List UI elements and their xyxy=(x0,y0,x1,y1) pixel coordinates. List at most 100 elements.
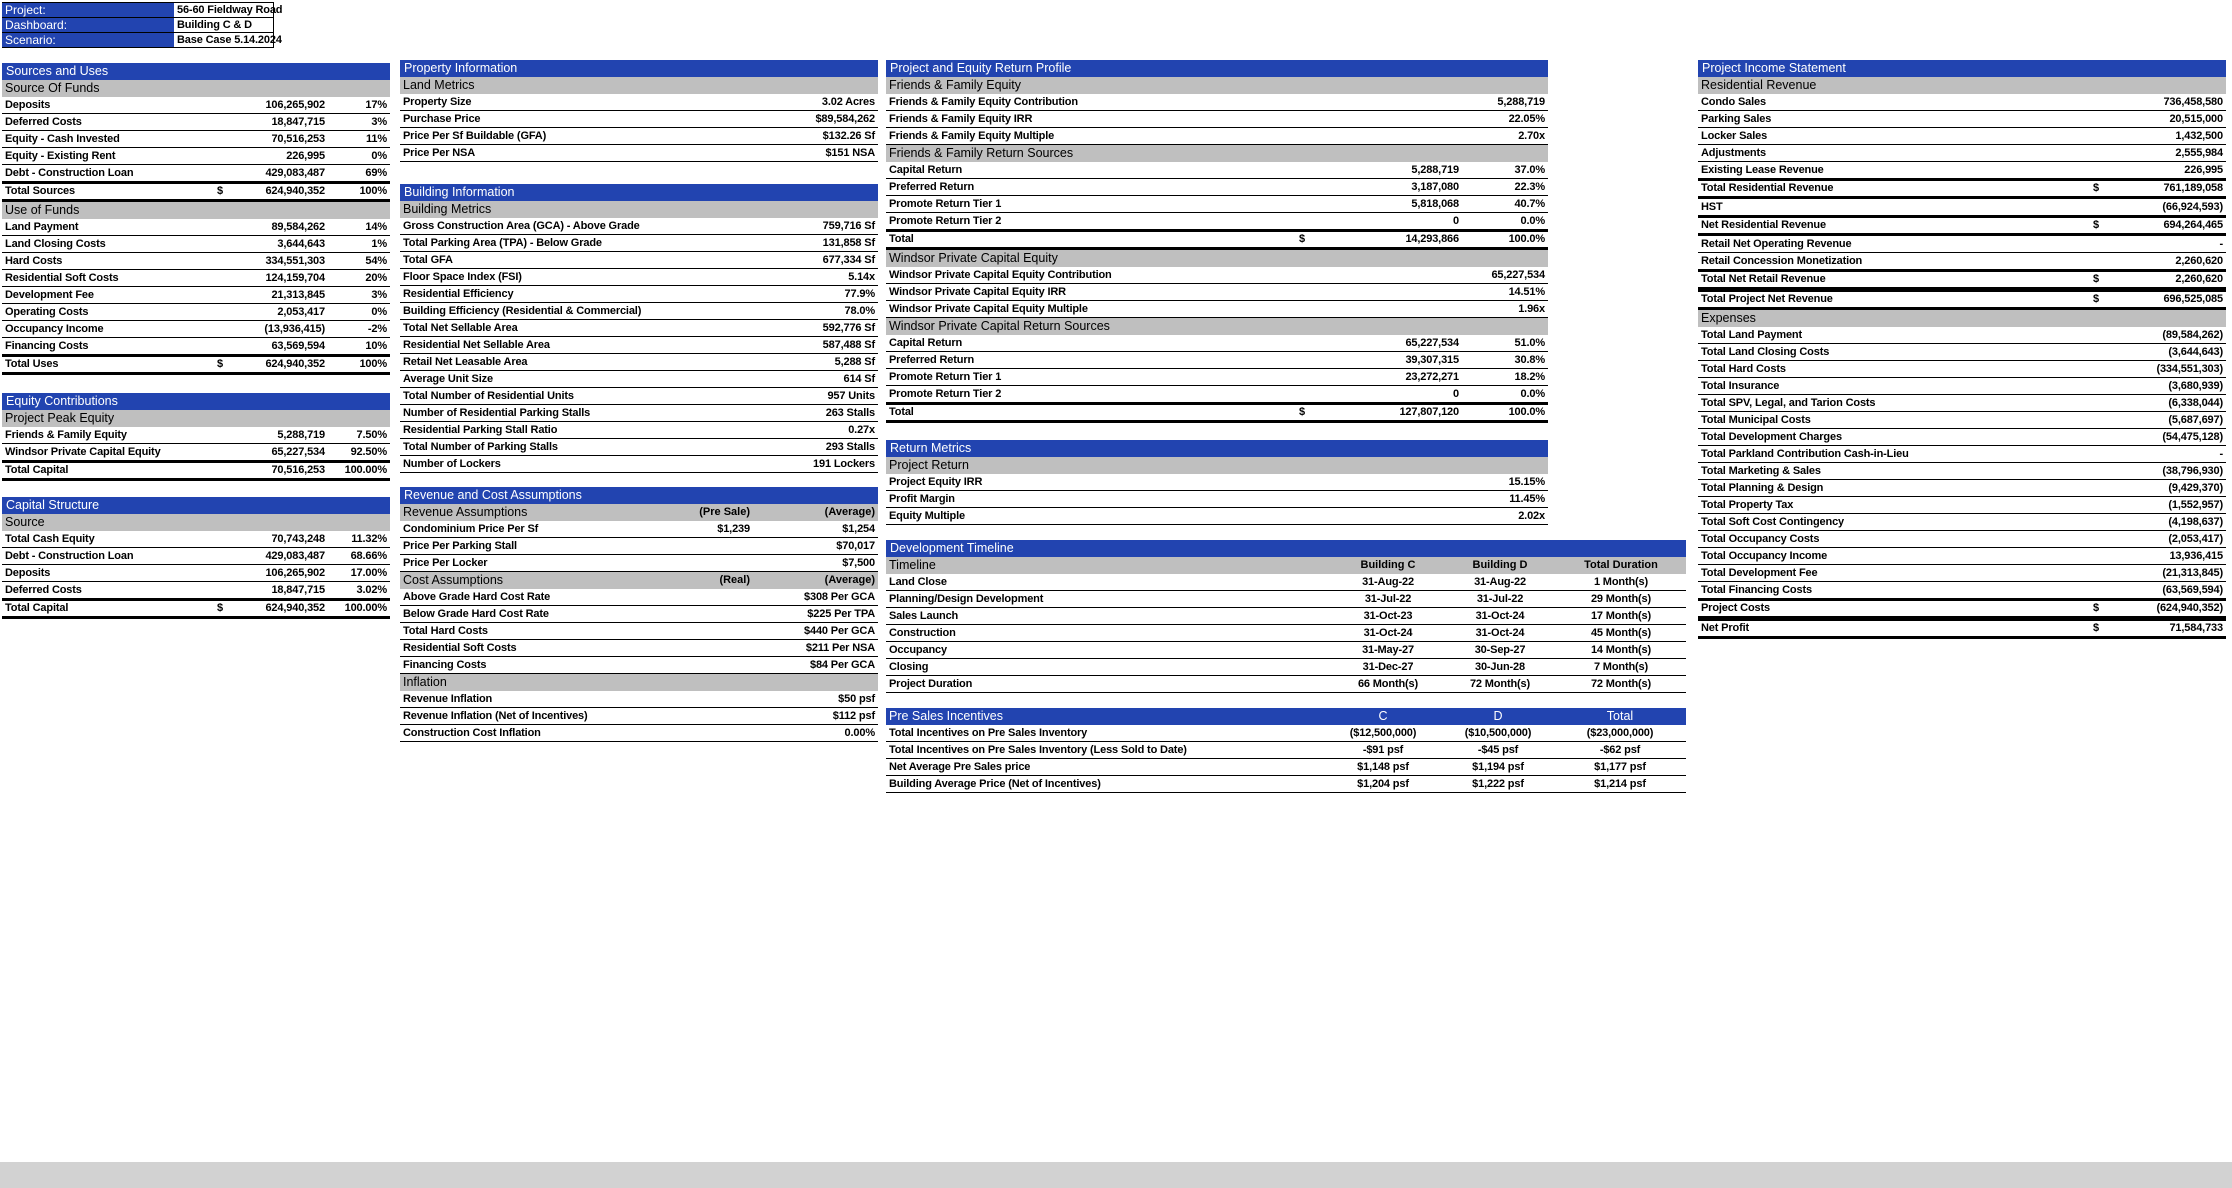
row-value: (9,429,370) xyxy=(2168,482,2223,494)
row-value xyxy=(2090,497,2114,513)
row-label: Land Closing Costs xyxy=(5,238,106,250)
row-value xyxy=(214,427,232,443)
row-label: Occupancy xyxy=(889,644,947,656)
row-label: Total Capital xyxy=(5,602,69,614)
row-label: Occupancy Income xyxy=(5,323,104,335)
table-row: Use of Funds xyxy=(2,202,390,219)
row-value xyxy=(1322,318,1462,335)
row-value: 31-Oct-23 xyxy=(1363,610,1413,622)
row-value xyxy=(1296,352,1322,368)
column-left: Project: 56-60 Fieldway Road Dashboard: Bui… xyxy=(2,2,390,619)
row-value: $84 Per GCA xyxy=(810,659,875,671)
table-row: Total GFA 677,334 Sf xyxy=(400,252,878,269)
column-returns: Project and Equity Return Profile Friends… xyxy=(886,0,1686,793)
row-value: (2,053,417) xyxy=(2168,533,2223,545)
row-value xyxy=(2090,565,2114,581)
row-value xyxy=(648,606,753,622)
row-value: 677,334 Sf xyxy=(822,254,875,266)
row-value: 18.2% xyxy=(1514,371,1546,383)
row-value xyxy=(2090,145,2114,161)
section-title: Property Information xyxy=(404,61,518,75)
table-row: Total Land Closing Costs (3,644,643) xyxy=(1698,344,2226,361)
row-label: Sales Launch xyxy=(889,610,959,622)
table-row: Deposits 106,265,902 17% xyxy=(2,97,390,114)
row-label: Total Parkland Contribution Cash-in-Lieu xyxy=(1701,448,1909,460)
row-value: 5,288,719 xyxy=(1411,164,1459,176)
row-label: Financing Costs xyxy=(403,659,487,671)
row-value xyxy=(214,80,232,97)
table-row: Revenue Inflation (Net of Incentives) $11… xyxy=(400,708,878,725)
row-label: Total Net Retail Revenue xyxy=(1701,273,1826,285)
row-value: 2,053,417 xyxy=(277,306,325,318)
row-value xyxy=(214,165,232,181)
row-value: 30-Jun-28 xyxy=(1474,661,1525,673)
row-value: 11% xyxy=(366,133,387,145)
row-value: (624,940,352) xyxy=(2156,602,2223,614)
table-row: Total Municipal Costs (5,687,697) xyxy=(1698,412,2226,429)
row-value xyxy=(2114,77,2226,94)
row-value xyxy=(1322,267,1462,283)
row-value xyxy=(648,708,753,724)
row-value xyxy=(2090,429,2114,445)
row-value: $ xyxy=(217,358,223,370)
row-value: 100% xyxy=(359,185,387,197)
row-value: 31-Oct-24 xyxy=(1363,627,1413,639)
row-label: Total Parking Area (TPA) - Below Grade xyxy=(403,237,602,249)
table-row: Equity Multiple 2.02x xyxy=(886,508,1548,525)
row-value: (3,680,939) xyxy=(2168,380,2223,392)
revenue-and-cost-assumptions: Revenue and Cost Assumptions Revenue Assu… xyxy=(400,487,878,742)
row-label: Residential Efficiency xyxy=(403,288,514,300)
table-row: Construction 31-Oct-24 31-Oct-24 45 Month(s… xyxy=(886,625,1686,642)
row-label: Total Insurance xyxy=(1701,380,1780,392)
row-label: Purchase Price xyxy=(403,113,481,125)
row-label: Net Residential Revenue xyxy=(1701,219,1826,231)
row-label: Equity - Cash Invested xyxy=(5,133,120,145)
row-value: 2.70x xyxy=(1518,130,1545,142)
row-label: Total Development Fee xyxy=(1701,567,1818,579)
table-row: Total $127,807,120 100.0% xyxy=(886,403,1548,423)
row-value xyxy=(648,657,753,673)
row-value: $1,222 psf xyxy=(1472,778,1524,790)
table-row: Average Unit Size 614 Sf xyxy=(400,371,878,388)
row-value: 106,265,902 xyxy=(265,567,325,579)
row-value: (13,936,415) xyxy=(264,323,325,335)
row-value: 65,227,534 xyxy=(1491,269,1545,281)
table-row: Gross Construction Area (GCA) - Above Gr… xyxy=(400,218,878,235)
row-value: 5.14x xyxy=(848,271,875,283)
row-value: $ xyxy=(2093,219,2099,231)
section-title: Building Information xyxy=(404,185,515,199)
row-value: ($23,000,000) xyxy=(1586,727,1654,739)
table-row: Floor Space Index (FSI) 5.14x xyxy=(400,269,878,286)
row-value: 592,776 Sf xyxy=(822,322,875,334)
row-label: Total SPV, Legal, and Tarion Costs xyxy=(1701,397,1876,409)
row-label: Net Average Pre Sales price xyxy=(889,761,1031,773)
row-value xyxy=(232,80,328,97)
row-value xyxy=(2114,310,2226,327)
row-label: Capital Return xyxy=(889,337,963,349)
row-value: $151 NSA xyxy=(825,147,875,159)
row-value xyxy=(214,114,232,130)
row-label: Retail Net Leasable Area xyxy=(403,356,528,368)
table-row: Price Per Locker $7,500 xyxy=(400,555,878,572)
row-value: 1% xyxy=(371,238,387,250)
row-label: Total Incentives on Pre Sales Inventory … xyxy=(889,744,1187,756)
row-label: Friends & Family Equity xyxy=(889,78,1021,92)
row-label: Building Metrics xyxy=(403,202,492,216)
table-row: Preferred Return 3,187,080 22.3% xyxy=(886,179,1548,196)
row-label: Total Sources xyxy=(5,185,75,197)
row-value: $1,254 xyxy=(842,523,875,535)
row-value: -$91 psf xyxy=(1362,744,1404,756)
row-label: Windsor Private Capital Equity Contribut… xyxy=(889,269,1112,281)
table-row: Operating Costs 2,053,417 0% xyxy=(2,304,390,321)
row-value xyxy=(214,236,232,252)
table-row: HST (66,924,593) xyxy=(1698,199,2226,216)
table-row: Below Grade Hard Cost Rate $225 Per TPA xyxy=(400,606,878,623)
row-value xyxy=(214,548,232,564)
row-value xyxy=(2090,310,2114,327)
row-label: Revenue Inflation (Net of Incentives) xyxy=(403,710,588,722)
table-row: Sales Launch 31-Oct-23 31-Oct-24 17 Month(s… xyxy=(886,608,1686,625)
row-value xyxy=(214,338,232,354)
row-value: 0.0% xyxy=(1520,388,1546,400)
row-label: Revenue Assumptions xyxy=(403,505,528,519)
